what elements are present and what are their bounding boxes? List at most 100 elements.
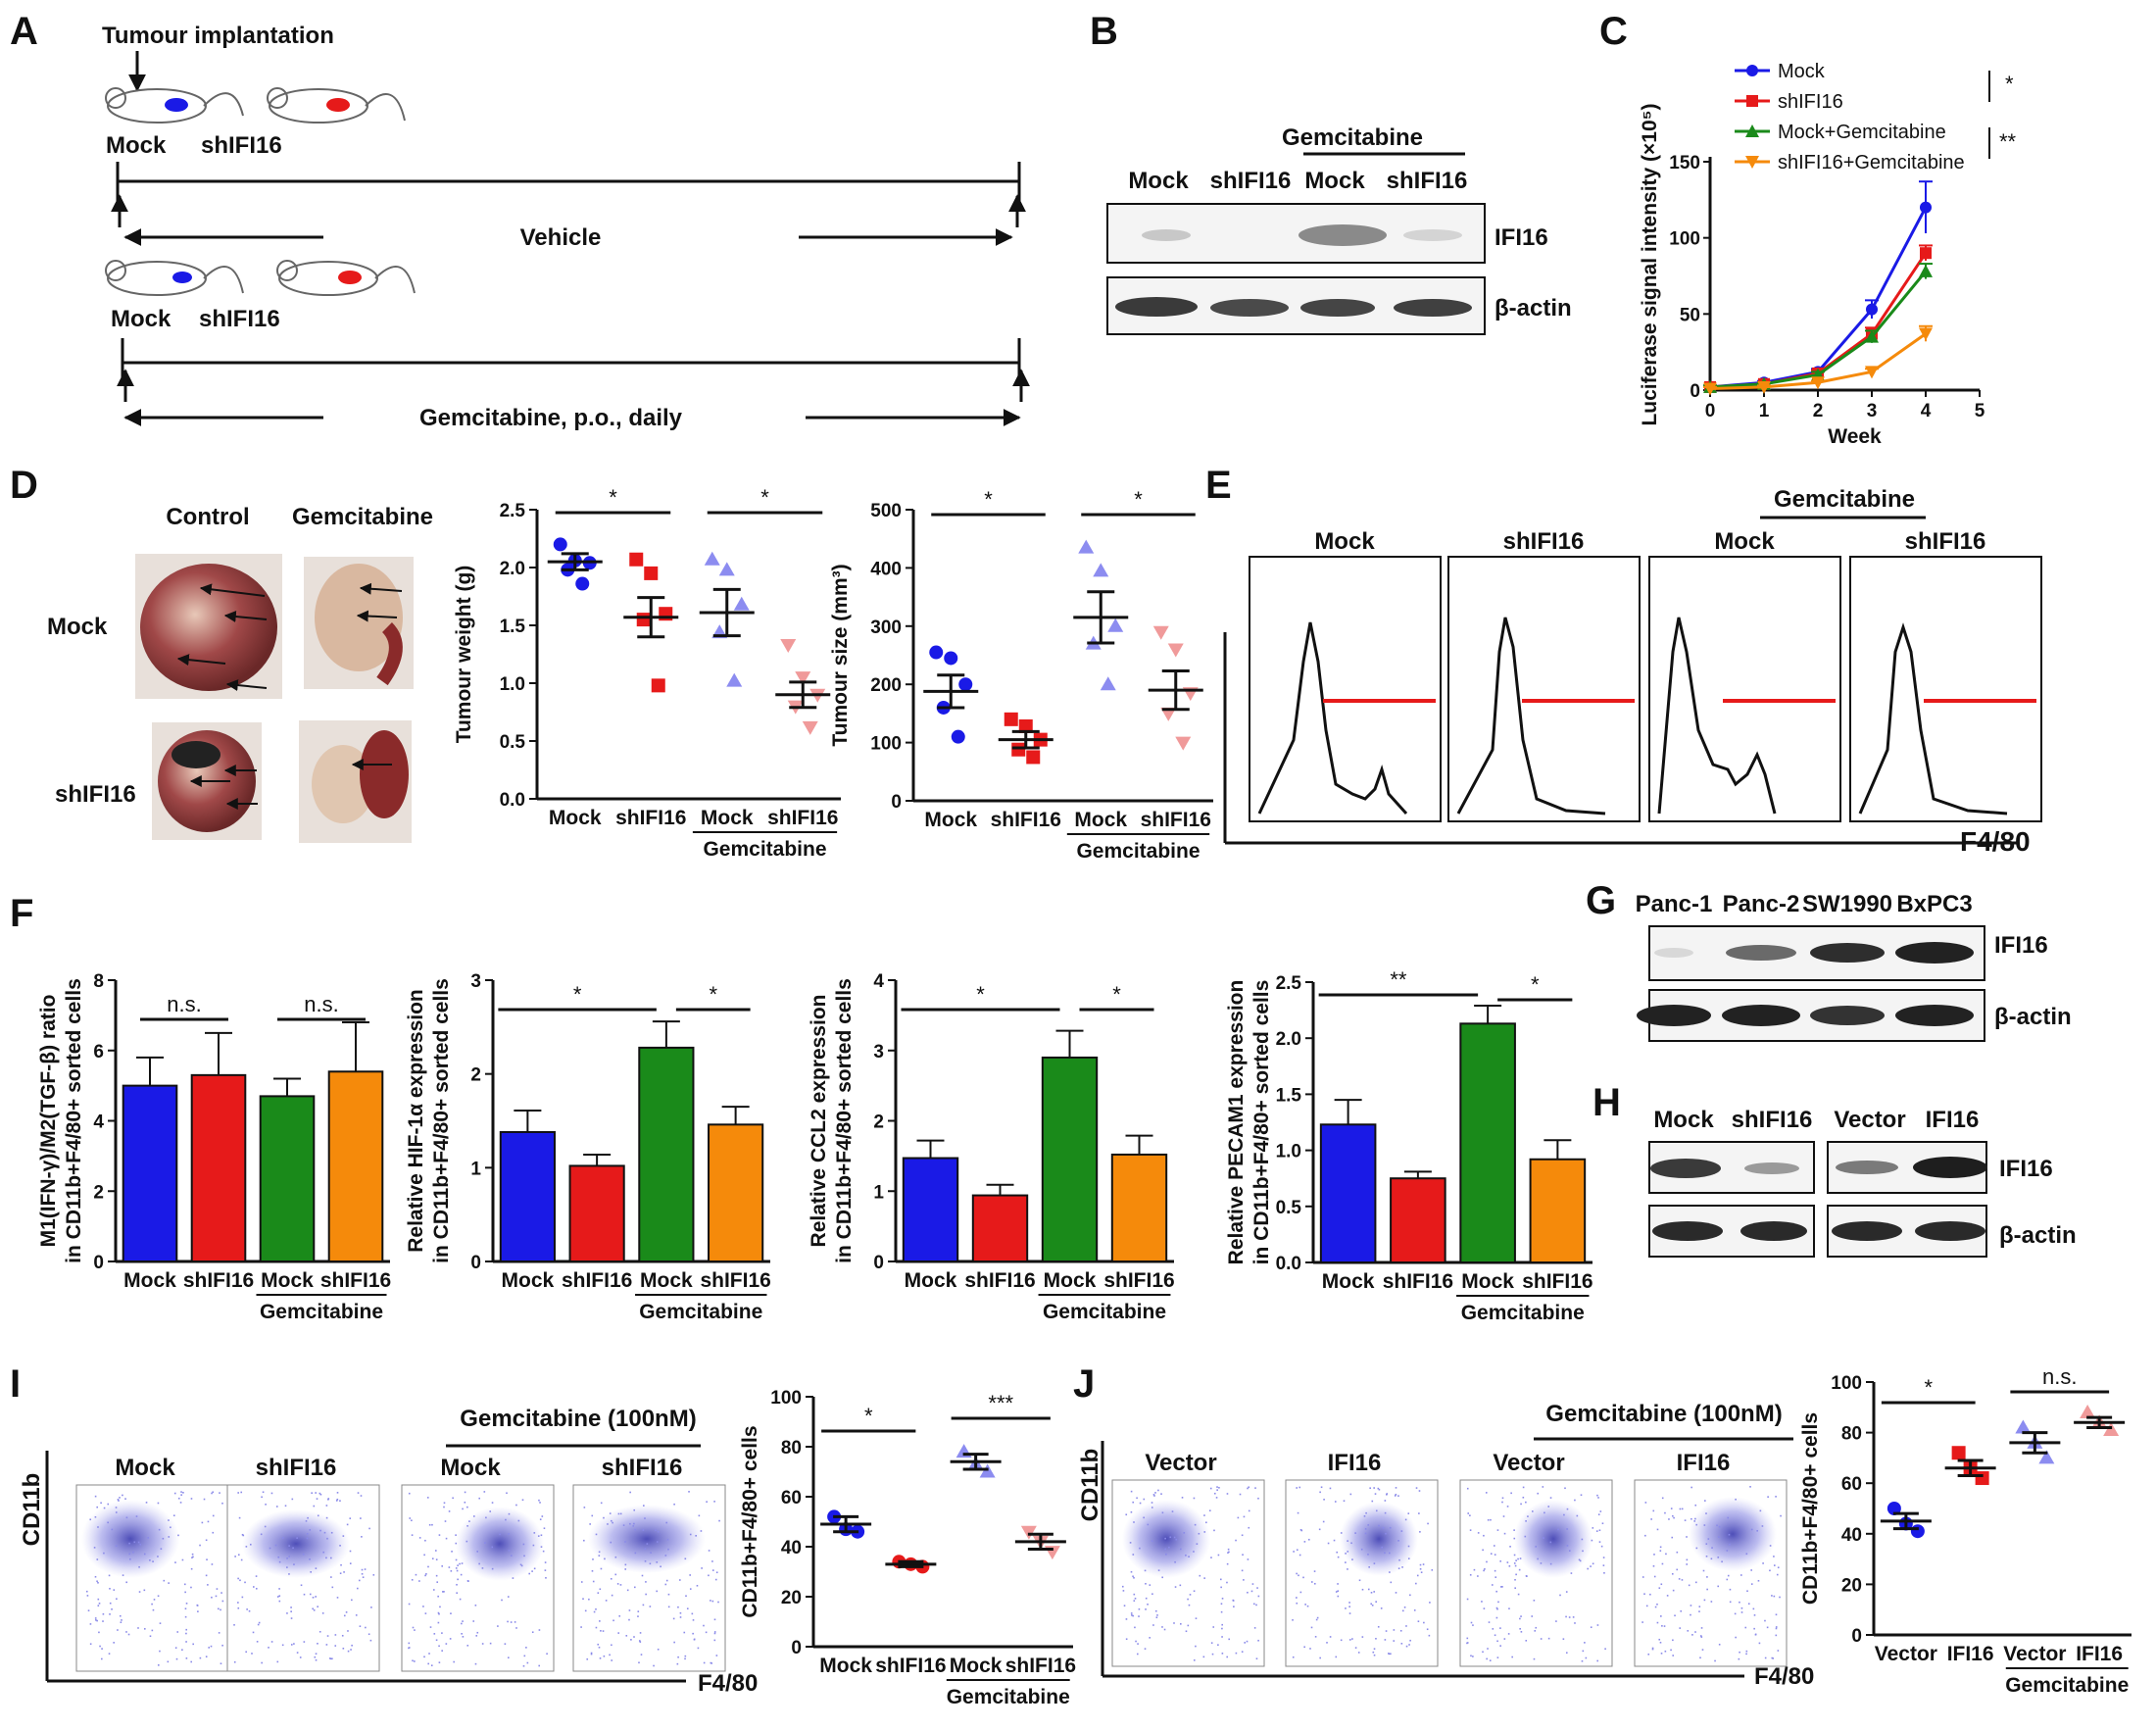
flow-event <box>1700 1627 1703 1629</box>
g-ifi16-label: IFI16 <box>1994 932 2048 959</box>
flow-event <box>180 1491 182 1493</box>
flow-event <box>584 1609 587 1612</box>
flow-event <box>466 1580 469 1582</box>
flow-event <box>292 1547 294 1550</box>
flow-event <box>474 1604 477 1606</box>
flow-event <box>1227 1548 1230 1551</box>
flow-event <box>101 1648 103 1650</box>
flow-plot-title: Mock <box>115 1455 175 1481</box>
flow-event <box>296 1537 298 1539</box>
flow-event <box>1664 1511 1666 1514</box>
flow-event <box>1340 1532 1343 1534</box>
flow-event <box>327 1498 330 1500</box>
flow-event <box>1729 1601 1732 1604</box>
panel-label-d: D <box>10 464 38 507</box>
flow-event <box>1706 1588 1708 1591</box>
category-label: shIFI16 <box>562 1269 632 1292</box>
flow-event <box>449 1638 452 1640</box>
data-point <box>1757 380 1771 394</box>
flow-event <box>1155 1616 1158 1618</box>
band <box>1740 1221 1807 1241</box>
flow-event <box>1775 1627 1778 1630</box>
x-axis-label: Week <box>1828 425 1882 448</box>
flow-event <box>689 1588 692 1590</box>
flow-event <box>517 1519 520 1522</box>
panel-e: Gemcitabine F4/80 Mock shIFI16 Mock shIFI16 <box>1223 486 2042 857</box>
flow-event <box>597 1643 600 1646</box>
flow-event <box>717 1601 719 1604</box>
y-tick-label: 1.0 <box>500 674 525 695</box>
flow-event <box>89 1518 92 1521</box>
flow-event <box>1320 1486 1323 1489</box>
flow-event <box>319 1493 322 1496</box>
data-point <box>1011 742 1026 757</box>
data-point <box>1167 643 1184 658</box>
y-tick-label: 4 <box>93 1112 104 1133</box>
flow-event <box>1769 1569 1771 1572</box>
flow-event <box>600 1567 603 1570</box>
x-tick-label: 5 <box>1975 401 1985 421</box>
flow-event <box>1652 1509 1655 1512</box>
flow-event <box>1413 1609 1416 1611</box>
flow-event <box>711 1600 714 1603</box>
flow-event <box>323 1531 326 1534</box>
flow-event <box>121 1619 122 1621</box>
flow-event <box>1189 1594 1192 1596</box>
flow-event <box>653 1664 655 1667</box>
flow-event <box>1506 1561 1509 1563</box>
flow-event <box>408 1492 411 1495</box>
flow-event <box>1154 1492 1156 1494</box>
flow-event <box>181 1649 183 1652</box>
flow-event <box>290 1644 293 1646</box>
flow-event <box>1587 1567 1590 1570</box>
flow-event <box>1247 1558 1250 1560</box>
gem-header-e: Gemcitabine <box>1774 486 1915 513</box>
data-point <box>1919 327 1933 341</box>
flow-event <box>1466 1637 1469 1640</box>
flow-event <box>109 1587 111 1590</box>
data-point <box>718 562 735 576</box>
flow-event <box>1340 1639 1343 1642</box>
flow-event <box>325 1644 328 1646</box>
flow-event <box>172 1514 175 1517</box>
lane-3: Mock <box>1304 168 1365 194</box>
flow-event <box>1664 1650 1667 1653</box>
flow-event <box>210 1645 213 1648</box>
flow-event <box>118 1500 120 1502</box>
flow-event <box>624 1568 627 1570</box>
flow-plot-title: Vector <box>1493 1450 1564 1476</box>
flow-event <box>1316 1616 1319 1619</box>
y-tick-label: 50 <box>1680 305 1700 325</box>
flow-event <box>261 1496 263 1499</box>
flow-event <box>650 1552 652 1554</box>
flow-event <box>1663 1625 1666 1627</box>
h-actin-label: β-actin <box>1999 1222 2077 1249</box>
flow-event <box>1210 1642 1213 1644</box>
flow-event <box>1519 1627 1521 1630</box>
flow-event <box>512 1577 514 1579</box>
flow-event <box>306 1533 309 1535</box>
flow-event <box>614 1573 617 1576</box>
flow-event <box>625 1635 628 1637</box>
flow-event <box>1226 1581 1228 1584</box>
flow-event <box>1565 1615 1567 1618</box>
flow-event <box>1510 1492 1512 1495</box>
flow-event <box>281 1644 284 1647</box>
flow-event <box>217 1607 220 1610</box>
flow-event <box>270 1641 273 1643</box>
flow-event <box>489 1510 492 1512</box>
flow-event <box>586 1657 589 1660</box>
flow-event <box>1661 1625 1663 1627</box>
flow-event <box>97 1581 99 1584</box>
flow-event <box>1132 1554 1135 1556</box>
flow-event <box>268 1647 270 1649</box>
flow-event <box>1494 1554 1496 1556</box>
flow-event <box>1653 1575 1656 1578</box>
flow-event <box>1566 1508 1569 1510</box>
flow-event <box>1773 1564 1776 1566</box>
flow-event <box>336 1597 339 1599</box>
flow-event <box>218 1632 220 1634</box>
